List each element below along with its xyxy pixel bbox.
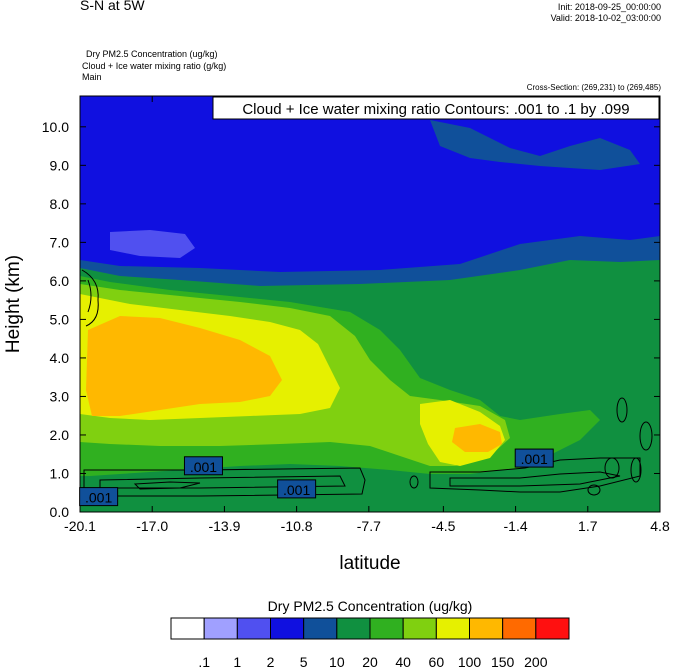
- plot-frame: [79, 95, 661, 513]
- y-axis-label: Height (km): [3, 255, 24, 353]
- colorbar-swatch: [435, 617, 471, 640]
- colorbar-swatch: [270, 617, 305, 640]
- colorbar-level-label: 40: [395, 654, 411, 668]
- y-tick-label: 4.0: [50, 350, 70, 366]
- y-tick-label: 3.0: [50, 388, 70, 404]
- x-tick-label: -17.0: [136, 518, 168, 534]
- contour-label-text: .001: [85, 490, 112, 506]
- colorbar-level-label: 1: [233, 654, 241, 668]
- contour-label-text: .001: [190, 459, 217, 475]
- y-tick-label: 7.0: [50, 234, 70, 250]
- y-tick-label: 8.0: [50, 196, 70, 212]
- y-tick-label: 1.0: [50, 465, 70, 481]
- contour-label-text: .001: [521, 451, 548, 467]
- x-tick-label: -10.8: [281, 518, 313, 534]
- colorbar-swatch: [170, 617, 205, 640]
- x-tick-label: 4.8: [650, 518, 670, 534]
- contour-label: .001: [514, 448, 554, 468]
- colorbar-level-label: 150: [491, 654, 515, 668]
- colorbar-swatch: [203, 617, 238, 640]
- colorbar-swatch: [336, 617, 371, 640]
- y-tick-label: 10.0: [42, 119, 69, 135]
- fill-c2-upper-patch: [110, 230, 195, 258]
- x-tick-label: -4.5: [431, 518, 455, 534]
- colorbar-level-label: 100: [458, 654, 482, 668]
- colorbar-level-label: .1: [198, 654, 210, 668]
- x-tick-label: -20.1: [64, 518, 96, 534]
- colorbar-swatch: [236, 617, 271, 640]
- cross-section-label: Cross-Section: (269,231) to (269,485): [526, 83, 661, 92]
- contour-label-layer: .001 .001 .001 .001: [79, 448, 554, 507]
- contour-label: .001: [79, 487, 119, 507]
- fill-c9-region: [86, 316, 282, 416]
- y-tick-label: 5.0: [50, 311, 70, 327]
- contour-label: .001: [277, 479, 317, 499]
- x-tick-label: -1.4: [504, 518, 528, 534]
- colorbar-level-label: 200: [524, 654, 548, 668]
- fill-c4-top-patch: [430, 120, 640, 170]
- x-axis-label: latitude: [339, 553, 400, 574]
- overlay-label-box: Cloud + Ice water mixing ratio Contours:…: [212, 96, 660, 120]
- colorbar-level-label: 2: [267, 654, 275, 668]
- init-time: Init: 2018-09-25_00:00:00: [557, 2, 661, 12]
- colorbar-swatch: [502, 617, 537, 640]
- colorbar-level-label: 60: [429, 654, 445, 668]
- contour-label-text: .001: [283, 482, 310, 498]
- colorbar-swatch: [303, 617, 338, 640]
- x-tick-label: -7.7: [357, 518, 381, 534]
- y-tick-label: 6.0: [50, 273, 70, 289]
- overlay-label: Cloud + Ice water mixing ratio Contours:…: [242, 101, 629, 118]
- concentration-field: [80, 96, 660, 512]
- colorbar-level-label: 10: [329, 654, 345, 668]
- colorbar-swatch: [535, 617, 570, 640]
- y-tick-label: 9.0: [50, 157, 70, 173]
- x-tick-label: 1.7: [578, 518, 598, 534]
- colorbar-swatch: [469, 617, 504, 640]
- field-line-3: Main: [82, 72, 102, 82]
- fill-c9-blob-east: [452, 424, 502, 452]
- colorbar-swatch: [369, 617, 404, 640]
- y-tick-label: 0.0: [50, 504, 70, 520]
- valid-time: Valid: 2018-10-02_03:00:00: [550, 13, 661, 23]
- colorbar-title: Dry PM2.5 Concentration (ug/kg): [268, 598, 473, 614]
- cloud-contours: [81, 269, 653, 497]
- colorbar-level-label: 5: [300, 654, 308, 668]
- colorbar-level-label: 20: [362, 654, 378, 668]
- colorbar: .1 1 2 5 10 20 40 60 100 150 200: [170, 617, 570, 668]
- colorbar-swatch: [402, 617, 437, 640]
- field-line-1: Dry PM2.5 Concentration (ug/kg): [86, 49, 218, 59]
- y-tick-label: 2.0: [50, 427, 70, 443]
- x-tick-label: -13.9: [208, 518, 240, 534]
- contour-label: .001: [183, 456, 223, 476]
- plot-title: S-N at 5W: [80, 0, 145, 13]
- field-line-2: Cloud + Ice water mixing ratio (g/kg): [82, 61, 227, 71]
- axes: -20.1 -17.0 -13.9 -10.8 -7.7 -4.5 -1.4 1.7 4.8 0.…: [42, 96, 670, 534]
